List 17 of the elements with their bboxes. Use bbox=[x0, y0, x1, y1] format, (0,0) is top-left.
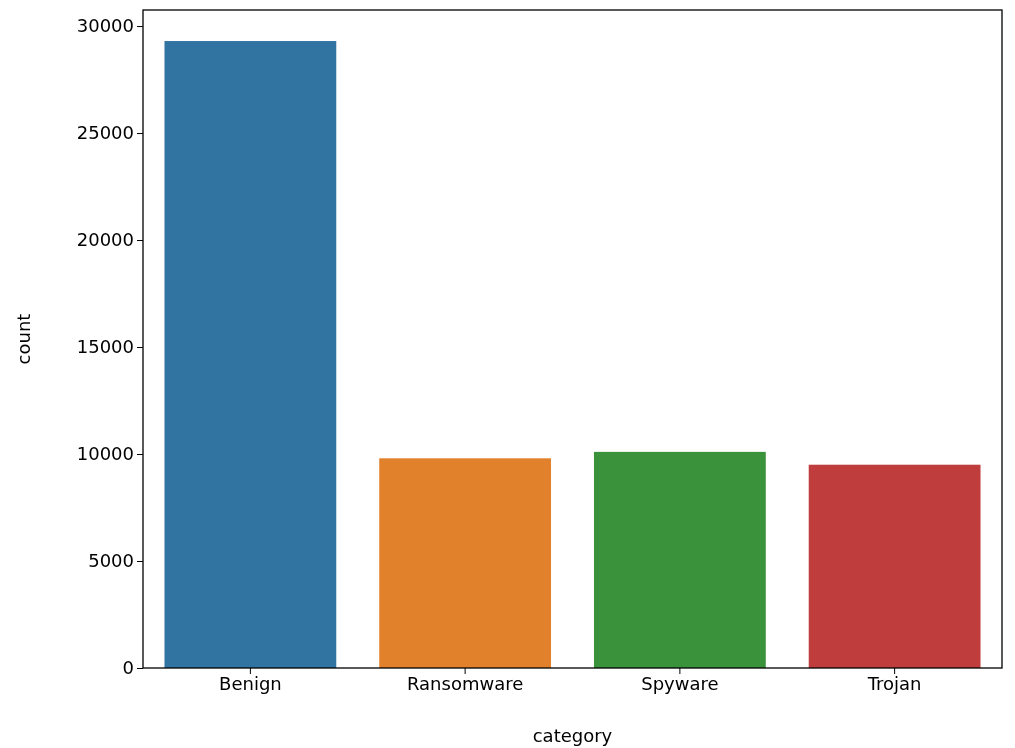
bar bbox=[379, 458, 552, 668]
y-tick-label: 10000 bbox=[76, 443, 134, 465]
bar bbox=[593, 451, 766, 668]
y-tick-label: 0 bbox=[122, 657, 134, 679]
y-tick-label: 30000 bbox=[76, 15, 134, 37]
y-axis-title: count bbox=[13, 313, 34, 365]
y-tick-label: 5000 bbox=[88, 550, 134, 572]
x-tick-label: Spyware bbox=[641, 672, 719, 694]
y-tick-label: 15000 bbox=[76, 336, 134, 358]
bar bbox=[164, 41, 337, 668]
x-tick-label: Trojan bbox=[866, 672, 922, 694]
bar bbox=[808, 464, 981, 668]
x-tick-label: Ransomware bbox=[406, 672, 524, 694]
y-tick-label: 25000 bbox=[76, 122, 134, 144]
x-tick-label: Benign bbox=[219, 672, 282, 694]
x-axis-title: category bbox=[532, 725, 613, 746]
y-tick-label: 20000 bbox=[76, 229, 134, 251]
